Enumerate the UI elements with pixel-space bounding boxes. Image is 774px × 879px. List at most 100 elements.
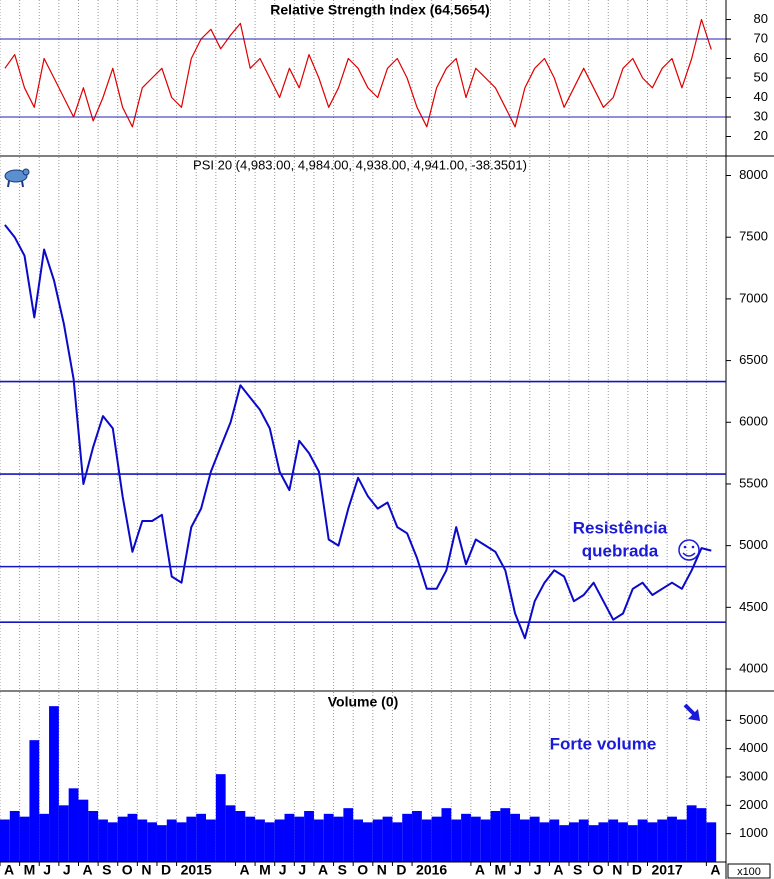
volume-bar bbox=[529, 816, 540, 862]
volume-bar bbox=[9, 811, 20, 862]
y-tick-label: 7000 bbox=[739, 290, 768, 305]
volume-bar bbox=[58, 805, 69, 862]
volume-bar bbox=[431, 816, 442, 862]
volume-bar bbox=[304, 811, 314, 862]
volume-bar bbox=[49, 706, 59, 862]
volume-bar bbox=[510, 813, 520, 862]
y-tick-label: 8000 bbox=[739, 167, 768, 182]
y-tick-label: 4000 bbox=[739, 740, 768, 755]
plot bbox=[0, 18, 717, 862]
x-tick-label: O bbox=[357, 862, 368, 878]
volume-bar bbox=[255, 819, 265, 862]
volume-bar bbox=[137, 819, 148, 862]
volume-bar bbox=[313, 819, 324, 862]
series-line bbox=[4, 18, 712, 128]
volume-bar bbox=[186, 816, 197, 862]
volume-bar bbox=[647, 822, 658, 862]
x-tick-label: J bbox=[298, 862, 306, 878]
y-tick-label: 4000 bbox=[739, 660, 768, 675]
y-tick-label: 4500 bbox=[739, 599, 768, 614]
volume-bar bbox=[294, 816, 305, 862]
y-tick-label: 5500 bbox=[739, 475, 768, 490]
x-tick-label: M bbox=[24, 862, 36, 878]
y-tick-label: 6000 bbox=[739, 414, 768, 429]
volume-bar bbox=[353, 819, 363, 862]
volume-bar bbox=[225, 805, 236, 862]
volume-bar bbox=[578, 819, 589, 862]
x-tick-label: J bbox=[534, 862, 542, 878]
volume-bar bbox=[0, 819, 10, 862]
x-tick-label: 2016 bbox=[416, 862, 447, 878]
volume-bar bbox=[500, 808, 511, 862]
panel-title: PSI 20 (4,983.00, 4,984.00, 4,938.00, 4,… bbox=[193, 157, 527, 172]
volume-bar bbox=[598, 822, 609, 862]
volume-bar bbox=[392, 822, 403, 862]
volume-bar bbox=[215, 774, 226, 862]
x-tick-label: N bbox=[612, 862, 622, 878]
volume-bar bbox=[608, 819, 619, 862]
y-tick-label: 80 bbox=[754, 11, 768, 26]
volume-bar bbox=[441, 808, 452, 862]
x-tick-label: N bbox=[141, 862, 151, 878]
x-tick-label: J bbox=[63, 862, 71, 878]
volume-bar bbox=[451, 819, 462, 862]
x-tick-label: A bbox=[82, 862, 92, 878]
smiley-icon bbox=[678, 539, 700, 561]
volume-bar bbox=[569, 822, 579, 862]
volume-bar bbox=[235, 811, 246, 862]
volume-bar bbox=[127, 813, 138, 862]
x-tick-label: A bbox=[4, 862, 14, 878]
volume-bar bbox=[206, 819, 216, 862]
volume-bar bbox=[549, 819, 560, 862]
volume-bar bbox=[166, 819, 177, 862]
volume-bar bbox=[372, 819, 383, 862]
volume-bar bbox=[245, 816, 256, 862]
arrow-icon bbox=[683, 703, 700, 721]
volume-bar bbox=[39, 813, 50, 862]
volume-bar bbox=[19, 816, 30, 862]
x-tick-label: A bbox=[553, 862, 563, 878]
x-tick-label: D bbox=[396, 862, 406, 878]
y-tick-label: 20 bbox=[754, 128, 768, 143]
y-tick-label: 1000 bbox=[739, 825, 768, 840]
y-tick-label: 60 bbox=[754, 50, 768, 65]
volume-bar bbox=[363, 822, 373, 862]
y-tick-label: 6500 bbox=[739, 352, 768, 367]
x-tick-label: S bbox=[102, 862, 111, 878]
volume-bar bbox=[627, 825, 638, 862]
volume-bar bbox=[696, 808, 707, 862]
volume-bar bbox=[343, 808, 354, 862]
volume-bar bbox=[402, 813, 413, 862]
volume-bar bbox=[421, 819, 432, 862]
annotation: Resistência bbox=[573, 518, 668, 537]
volume-bar bbox=[323, 813, 334, 862]
volume-bar bbox=[107, 822, 118, 862]
y-tick-label: 3000 bbox=[739, 768, 768, 783]
volume-bar bbox=[461, 813, 471, 862]
volume-bar bbox=[156, 825, 167, 862]
x-tick-label: D bbox=[632, 862, 642, 878]
y-tick-label: 5000 bbox=[739, 712, 768, 727]
panel-title: Relative Strength Index (64.5654) bbox=[270, 2, 489, 18]
y-tick-label: 2000 bbox=[739, 797, 768, 812]
x-tick-label: J bbox=[514, 862, 522, 878]
y-unit-label: x100 bbox=[737, 866, 761, 878]
volume-bar bbox=[78, 799, 89, 862]
series-line bbox=[4, 224, 712, 640]
volume-bar bbox=[284, 813, 295, 862]
x-tick-label: 2015 bbox=[181, 862, 212, 878]
volume-bar bbox=[176, 822, 187, 862]
volume-bar bbox=[588, 825, 599, 862]
annotation: quebrada bbox=[582, 541, 659, 560]
y-tick-label: 40 bbox=[754, 89, 768, 104]
volume-bar bbox=[676, 819, 687, 862]
x-tick-label: 2017 bbox=[652, 862, 683, 878]
x-tick-label: M bbox=[495, 862, 507, 878]
volume-bar bbox=[657, 819, 668, 862]
x-tick-label: A bbox=[318, 862, 328, 878]
y-tick-label: 7500 bbox=[739, 229, 768, 244]
volume-bar bbox=[618, 822, 628, 862]
y-tick-label: 5000 bbox=[739, 537, 768, 552]
x-tick-label: A bbox=[710, 862, 720, 878]
